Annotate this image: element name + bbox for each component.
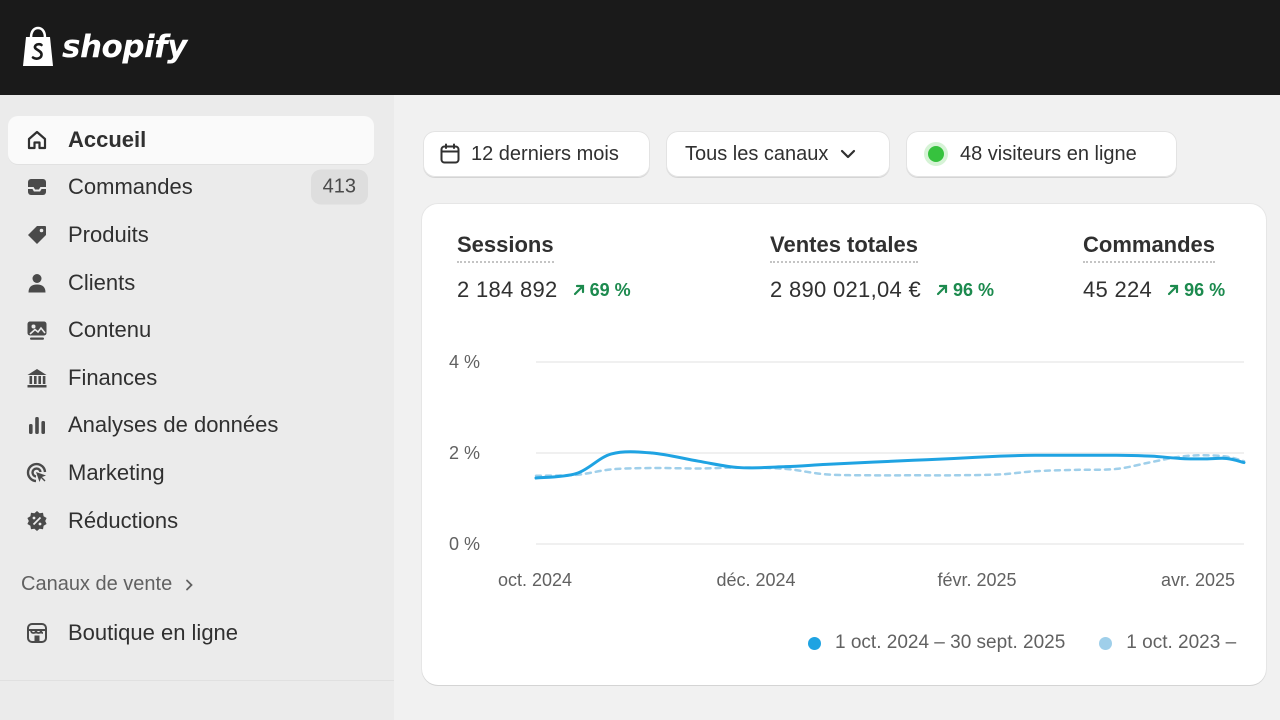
- top-bar: shopify: [0, 0, 1280, 95]
- live-visitors-button[interactable]: 48 visiteurs en ligne: [906, 131, 1177, 177]
- bar-chart-icon: [24, 412, 50, 438]
- sidebar-item-analyses[interactable]: Analyses de données: [8, 402, 374, 450]
- metric-change: 69 %: [572, 280, 631, 301]
- chevron-down-icon: [841, 149, 856, 159]
- brand-name: shopify: [62, 29, 187, 65]
- metric-change-value: 96 %: [953, 279, 995, 300]
- sidebar-item-finances[interactable]: Finances: [8, 354, 374, 402]
- sidebar-item-contenu[interactable]: Contenu: [8, 306, 374, 354]
- legend-item-current[interactable]: 1 oct. 2024 – 30 sept. 2025: [808, 632, 1065, 654]
- shopify-logo[interactable]: shopify: [20, 26, 187, 68]
- orders-count-badge: 413: [310, 169, 368, 205]
- metric-change-value: 69 %: [589, 279, 631, 300]
- metric-change-value: 96 %: [1184, 279, 1226, 300]
- arrow-up-right-icon: [573, 284, 584, 296]
- sidebar-item-label: Commandes: [68, 174, 193, 200]
- conversion-line-chart: 0 % 2 % 4 % oct. 2024 déc. 2024 févr. 2025 avr…: [449, 352, 1246, 590]
- live-status-dot: [928, 146, 944, 162]
- chevron-right-icon: [186, 579, 194, 590]
- legend-item-previous[interactable]: 1 oct. 2023 –: [1099, 632, 1236, 654]
- x-tick-label: févr. 2025: [937, 570, 1016, 590]
- metric-label[interactable]: Sessions: [457, 232, 554, 263]
- sidebar-item-label: Finances: [68, 364, 158, 390]
- metric-value: 2 890 021,04 €: [770, 277, 922, 302]
- x-tick-label: oct. 2024: [498, 570, 572, 590]
- sidebar-item-clients[interactable]: Clients: [8, 259, 374, 307]
- sidebar-item-label: Analyses de données: [68, 412, 279, 438]
- bank-icon: [24, 365, 50, 391]
- metric-sessions[interactable]: Sessions 2 184 892 69 %: [457, 232, 631, 303]
- metric-value: 45 224: [1083, 277, 1153, 302]
- metric-label[interactable]: Commandes: [1083, 232, 1216, 263]
- sidebar-item-produits[interactable]: Produits: [8, 211, 374, 259]
- y-tick-label: 4 %: [449, 352, 480, 372]
- date-range-button[interactable]: 12 derniers mois: [423, 131, 650, 177]
- analytics-card: Sessions 2 184 892 69 % Ventes totales 2…: [422, 204, 1266, 685]
- legend-swatch: [1099, 636, 1113, 650]
- sidebar-item-reductions[interactable]: Réductions: [8, 497, 374, 545]
- sidebar-item-accueil[interactable]: Accueil: [8, 116, 374, 164]
- sidebar-item-label: Produits: [68, 221, 149, 247]
- home-icon: [24, 127, 50, 153]
- sidebar-item-label: Réductions: [68, 507, 179, 533]
- x-tick-label: avr. 2025: [1161, 570, 1235, 590]
- sidebar-item-commandes[interactable]: Commandes 413: [8, 164, 374, 212]
- sales-channels-heading[interactable]: Canaux de vente: [21, 573, 196, 596]
- metric-value: 2 184 892: [457, 277, 558, 302]
- y-tick-label: 2 %: [449, 443, 480, 463]
- sidebar-item-label: Clients: [68, 269, 136, 295]
- target-icon: [24, 460, 50, 486]
- series-line-previous: [534, 454, 1246, 477]
- legend-label: 1 oct. 2023 –: [1126, 632, 1237, 653]
- sidebar-item-boutique-en-ligne[interactable]: Boutique en ligne: [8, 609, 374, 657]
- sidebar-nav: Accueil Commandes 413 Produits Clients: [8, 116, 374, 544]
- arrow-up-right-icon: [1167, 284, 1179, 296]
- channels-dropdown[interactable]: Tous les canaux: [666, 131, 890, 177]
- sidebar-item-label: Contenu: [68, 317, 152, 343]
- live-visitors-label: 48 visiteurs en ligne: [960, 142, 1137, 165]
- person-icon: [24, 270, 50, 296]
- metric-change: 96 %: [1166, 280, 1225, 301]
- shopify-bag-icon: [23, 26, 53, 66]
- metric-change: 96 %: [935, 280, 994, 301]
- arrow-up-right-icon: [936, 284, 948, 296]
- tag-icon: [24, 222, 50, 248]
- sidebar: Accueil Commandes 413 Produits Clients: [0, 95, 394, 720]
- legend-swatch: [808, 636, 821, 650]
- calendar-icon: [440, 143, 460, 164]
- sales-channels-title: Canaux de vente: [21, 573, 173, 595]
- chart-legend: 1 oct. 2024 – 30 sept. 2025 1 oct. 2023 …: [808, 632, 1236, 654]
- y-tick-label: 0 %: [449, 534, 480, 554]
- sidebar-item-label: Accueil: [68, 126, 147, 152]
- series-line-current: [534, 450, 1246, 480]
- sidebar-item-label: Marketing: [68, 459, 165, 485]
- legend-label: 1 oct. 2024 – 30 sept. 2025: [835, 632, 1066, 653]
- date-range-label: 12 derniers mois: [471, 142, 619, 165]
- sidebar-item-label: Boutique en ligne: [68, 620, 239, 645]
- metric-orders[interactable]: Commandes 45 224 96 %: [1083, 232, 1225, 303]
- sidebar-divider: [0, 680, 394, 681]
- sidebar-item-marketing[interactable]: Marketing: [8, 449, 374, 497]
- metric-total-sales[interactable]: Ventes totales 2 890 021,04 € 96 %: [770, 232, 994, 303]
- channels-label: Tous les canaux: [685, 142, 829, 165]
- discount-icon: [24, 508, 50, 534]
- metric-label[interactable]: Ventes totales: [770, 232, 918, 263]
- storefront-icon: [24, 620, 50, 646]
- inbox-icon: [24, 174, 50, 200]
- image-icon: [24, 317, 50, 343]
- x-tick-label: déc. 2024: [716, 570, 795, 590]
